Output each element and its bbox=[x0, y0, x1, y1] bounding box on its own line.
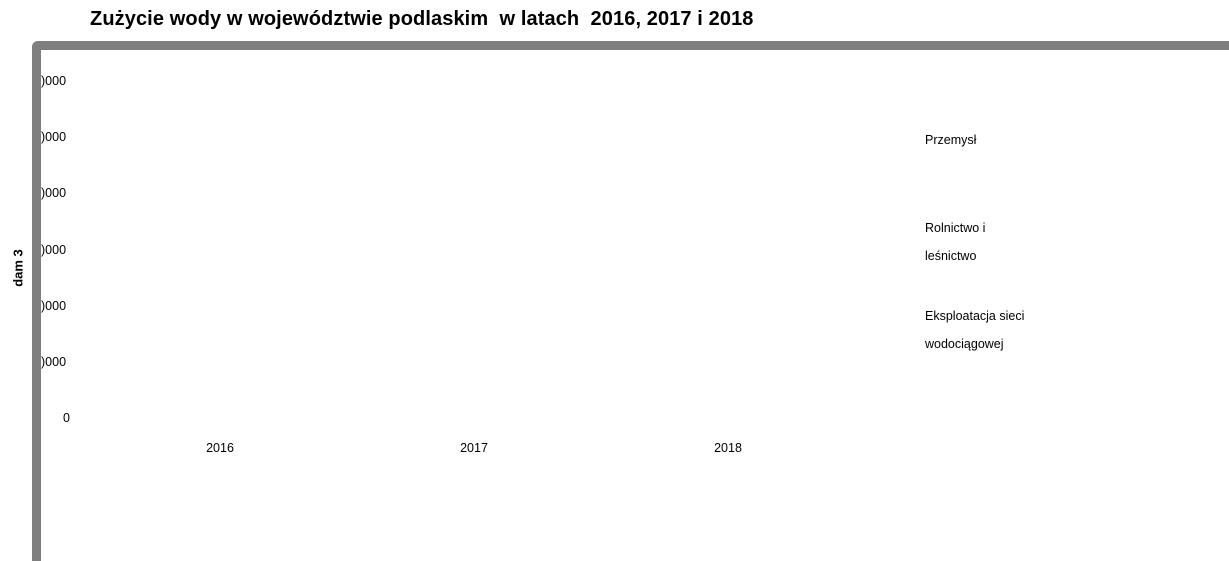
y-tick-label: )000 bbox=[41, 355, 67, 369]
y-tick-label: )000 bbox=[41, 74, 67, 88]
y-tick-label: )000 bbox=[41, 186, 67, 201]
legend-item: Przemysł bbox=[925, 133, 977, 147]
legend-item: Rolnictwo i leśnictwo bbox=[925, 221, 986, 263]
y-tick-label: 0 bbox=[63, 411, 70, 426]
x-tick-label: 2017 bbox=[460, 441, 488, 455]
y-tick-label: )000 bbox=[41, 130, 67, 145]
y-axis-label: dam 3 bbox=[10, 249, 26, 287]
y-tick-label: )000 bbox=[41, 298, 67, 313]
chart-frame-left bbox=[32, 41, 41, 561]
x-tick-label: 2018 bbox=[714, 441, 742, 455]
chart-title: Zużycie wody w województwie podlaskim w … bbox=[90, 8, 754, 30]
legend-item: Eksploatacja sieci wodociągowej bbox=[925, 309, 1025, 351]
y-tick-label: )000 bbox=[41, 242, 67, 257]
x-tick-label: 2016 bbox=[206, 441, 234, 455]
chart-frame-top bbox=[32, 41, 1229, 50]
